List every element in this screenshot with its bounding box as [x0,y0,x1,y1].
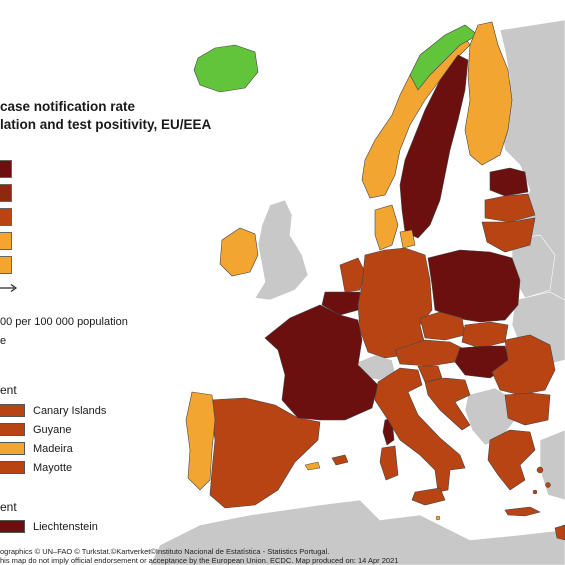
country-latvia [484,193,536,223]
population-note: 00 per 100 000 population [0,316,128,328]
madeira-swatch [0,442,25,455]
country-north-africa [149,499,565,565]
mayotte-swatch [0,461,25,474]
country-slovenia [417,365,443,383]
scale-arrow-icon [0,284,18,292]
note-fragment: e [0,335,7,347]
country-portugal [185,391,216,491]
greek-island [545,482,551,488]
country-balearics [331,454,349,466]
scale-swatch-5 [0,256,12,274]
map-credit-line-1: ographics © UN–FAO © Turkstat.©Kartverke… [0,547,330,556]
country-poland [427,249,521,323]
guyane-swatch [0,423,25,436]
scale-swatch-3 [0,208,12,226]
country-bulgaria [504,392,551,426]
mayotte-label: Mayotte [33,462,73,474]
canary-islands-label: Canary Islands [33,405,107,417]
scale-swatch-1 [0,160,12,178]
country-france [264,304,379,421]
country-crete [504,506,541,517]
country-norway-north [409,24,479,91]
country-ireland [219,227,259,277]
map-credit-line-2: his map do not imply official endorsemen… [0,556,399,565]
canary-islands-swatch [0,404,25,417]
country-finland [464,21,513,166]
country-croatia [424,377,471,431]
greek-island [536,466,544,474]
liechtenstein-label: Liechtenstein [33,521,98,533]
country-sardinia [379,445,399,481]
country-belgium [321,291,361,316]
outermost-regions-heading: ent [0,383,17,397]
country-sicily [411,487,446,506]
country-turkey [539,429,565,501]
small-island [304,461,321,471]
liechtenstein-swatch [0,520,25,533]
country-spain [209,397,321,509]
country-malta [435,515,441,521]
country-lithuania [481,217,536,253]
microstates-heading: ent [0,500,17,514]
country-greece [487,429,536,491]
country-iceland [193,44,259,93]
non-eu-areas [149,19,565,565]
map-title-line-1: case notification rate [0,99,136,114]
country-italy [374,367,466,493]
madeira-label: Madeira [33,443,73,455]
country-uk [254,199,309,301]
scale-swatch-2 [0,184,12,202]
country-denmark-islands [399,229,416,249]
scale-swatch-4 [0,232,12,250]
country-cyprus [554,524,565,541]
country-sweden [399,54,469,239]
map-title-line-2: lation and test positivity, EU/EEA [0,117,212,132]
guyane-label: Guyane [33,424,72,436]
country-estonia [489,167,529,197]
greek-island [532,489,538,495]
country-romania [491,334,556,396]
country-denmark [374,204,399,251]
